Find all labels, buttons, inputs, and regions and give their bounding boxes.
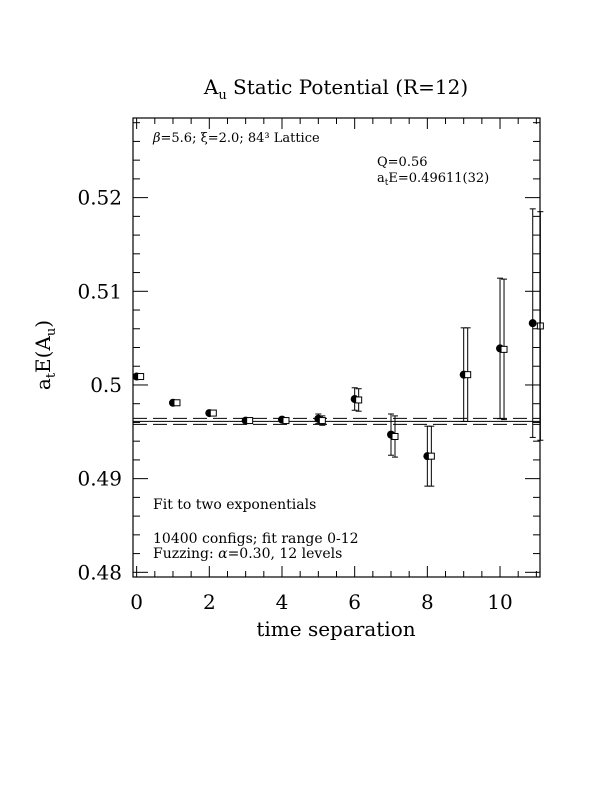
tick-labels: 0 2 4 6 8 10 0.48 0.49 0.5 0.51 0.52 (77, 186, 512, 614)
y-axis-label-end: ) (31, 320, 55, 328)
y-axis-label-main: a (31, 378, 55, 390)
y-tick-label: 0.51 (77, 279, 122, 303)
y-axis-label-sub-u: u (44, 328, 59, 336)
data-point-square (318, 417, 326, 425)
data-point-circle (528, 319, 537, 328)
x-tick-label: 6 (348, 590, 361, 614)
chart-title-main: A (203, 75, 219, 99)
y-axis-label-sub-t: t (44, 372, 59, 378)
data-series (132, 208, 544, 487)
x-axis-label: time separation (256, 617, 415, 641)
data-point-square (500, 345, 508, 353)
fit-band (133, 417, 540, 425)
fuzzing-label: Fuzzing: (153, 546, 218, 562)
beta-symbol: β (152, 131, 161, 146)
chart-title: Au Static Potential (R=12) (203, 75, 468, 103)
x-tick-label: 4 (276, 590, 289, 614)
lattice-text: =5.6; ξ=2.0; 84³ Lattice (161, 131, 320, 146)
chart-title-subscript: u (218, 88, 226, 103)
data-point-square (209, 409, 217, 417)
energy-a: a (377, 171, 385, 186)
chart-title-rest: Static Potential (R=12) (227, 75, 468, 99)
y-tick-label: 0.48 (77, 560, 122, 584)
data-point-square (427, 452, 435, 460)
x-tick-label: 2 (203, 590, 216, 614)
fuzzing-annotation: Fuzzing: α=0.30, 12 levels (153, 546, 342, 562)
fit-annotation: Fit to two exponentials (153, 497, 316, 513)
alpha-symbol: α (218, 546, 228, 562)
axis-ticks (133, 118, 540, 577)
data-point-square (173, 399, 181, 407)
y-axis-label-mid: E(A (31, 336, 55, 373)
fuzzing-value: =0.30, 12 levels (228, 546, 343, 562)
y-tick-label: 0.49 (77, 467, 122, 491)
configs-annotation: 10400 configs; fit range 0-12 (153, 531, 359, 547)
data-point-square (282, 417, 290, 425)
data-point-square (355, 396, 363, 404)
x-tick-label: 8 (421, 590, 434, 614)
y-tick-label: 0.5 (90, 373, 122, 397)
energy-value: E=0.49611(32) (388, 171, 489, 186)
y-tick-label: 0.52 (77, 186, 122, 210)
lattice-annotation: β=5.6; ξ=2.0; 84³ Lattice (152, 131, 320, 146)
data-point-square (137, 373, 145, 381)
x-tick-label: 0 (130, 590, 143, 614)
q-value-annotation: Q=0.56 (377, 155, 428, 170)
plot-frame (132, 117, 541, 578)
y-axis-label: atE(Au) (31, 320, 59, 390)
data-point-square (464, 371, 472, 379)
energy-subscript: t (385, 178, 389, 188)
x-tick-label: 10 (487, 590, 512, 614)
energy-annotation: atE=0.49611(32) (377, 171, 489, 188)
data-point-square (391, 432, 399, 440)
data-point-square (246, 417, 254, 425)
